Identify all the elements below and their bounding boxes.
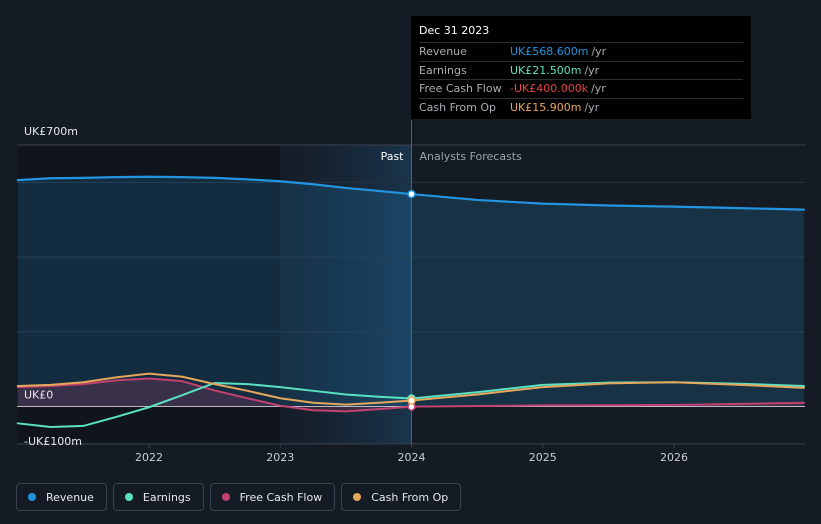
- tooltip-value: UK£15.900m: [510, 100, 582, 114]
- tooltip-unit: /yr: [591, 45, 607, 59]
- plot-background-past-early: [17, 145, 281, 444]
- series-line-fcf: [16, 377, 805, 413]
- marker-revenue: [407, 189, 416, 199]
- legend-label: Earnings: [142, 490, 191, 504]
- legend-item-cash-from-op[interactable]: Cash From Op: [341, 483, 462, 511]
- tooltip-label: Revenue: [419, 45, 467, 59]
- tooltip-value: UK£21.500m: [510, 63, 582, 77]
- tooltip-date: Dec 31 2023: [419, 24, 490, 37]
- legend: Revenue Earnings Free Cash Flow Cash Fro…: [16, 483, 462, 511]
- marker-cfo: [407, 396, 416, 405]
- legend-dot-icon: [124, 493, 133, 501]
- tooltip-label: Earnings: [419, 63, 467, 77]
- tooltip-label: Cash From Op: [419, 100, 497, 114]
- tooltip-row-earnings: Earnings UK£21.500m /yr: [419, 60, 743, 80]
- tooltip: Dec 31 2023 Revenue UK£568.600m /yr Earn…: [411, 16, 751, 119]
- x-tick-label: 2023: [266, 451, 294, 464]
- y-tick-label: UK£700m: [24, 125, 78, 138]
- legend-label: Revenue: [46, 490, 94, 504]
- tooltip-value: UK£568.600m: [510, 45, 589, 59]
- y-tick-label: UK£0: [24, 389, 53, 402]
- legend-item-revenue[interactable]: Revenue: [16, 483, 107, 511]
- legend-label: Cash From Op: [371, 490, 449, 504]
- series-line-cfo: [16, 372, 805, 406]
- x-tick-label: 2024: [398, 451, 426, 464]
- x-tick-label: 2025: [529, 451, 557, 464]
- x-tick-label: 2022: [135, 451, 163, 464]
- tooltip-unit: /yr: [591, 82, 606, 96]
- legend-dot-icon: [28, 493, 36, 501]
- legend-label: Free Cash Flow: [239, 490, 323, 504]
- tooltip-row-free-cash-flow: Free Cash Flow -UK£400.000k /yr: [419, 79, 743, 98]
- tooltip-value: -UK£400.000k: [510, 82, 589, 96]
- y-tick-label: -UK£100m: [24, 435, 82, 448]
- area-fcf: [17, 378, 804, 412]
- tooltip-row-cash-from-op: Cash From Op UK£15.900m /yr: [419, 97, 743, 117]
- series-line-revenue: [16, 175, 806, 211]
- legend-item-earnings[interactable]: Earnings: [112, 483, 204, 511]
- tooltip-row-revenue: Revenue UK£568.600m /yr: [419, 42, 743, 61]
- legend-dot-icon: [353, 493, 362, 501]
- tooltip-label: Free Cash Flow: [419, 82, 502, 96]
- forecast-label: Analysts Forecasts: [420, 150, 523, 163]
- legend-item-free-cash-flow[interactable]: Free Cash Flow: [209, 483, 336, 511]
- x-tick-label: 2026: [660, 451, 688, 464]
- past-label: Past: [381, 150, 405, 163]
- legend-dot-icon: [221, 493, 230, 501]
- tooltip-unit: /yr: [584, 63, 600, 77]
- tooltip-unit: /yr: [584, 100, 600, 114]
- area-revenue: [17, 176, 804, 407]
